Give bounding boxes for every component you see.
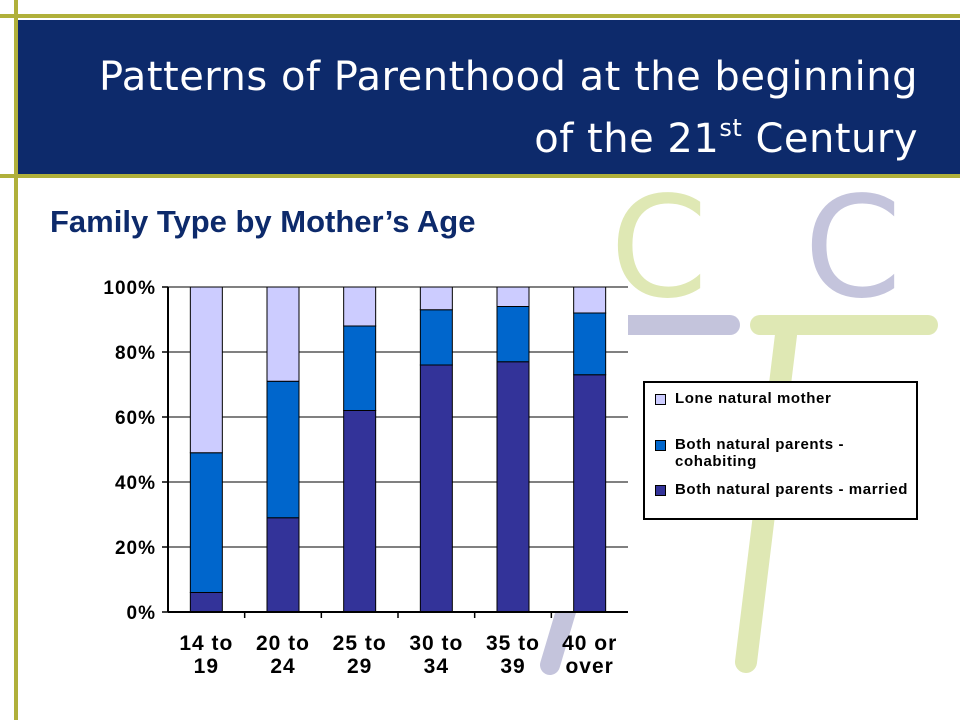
bar-segment-6-2 (573, 312, 607, 376)
bar-segment-4-1 (419, 364, 453, 613)
bar-segment-5-3 (496, 286, 530, 307)
bar-segment-4-3 (419, 286, 453, 311)
banner-rule (0, 174, 960, 178)
title-line2-end: Century (742, 116, 918, 162)
bar-segment-6-1 (573, 374, 607, 613)
title-superscript: st (719, 114, 743, 142)
bar-segment-5-2 (496, 306, 530, 363)
legend-label-lone-mother: Lone natural mother (675, 390, 832, 407)
x-tick-label: 29 (347, 655, 372, 678)
chart-legend: Lone natural mother Both natural parents… (643, 381, 918, 520)
bar-segment-2-2 (266, 380, 300, 519)
x-tick-label: 34 (424, 655, 449, 678)
slide-title-line2: of the 21st Century (38, 108, 918, 170)
x-tick-label: 35 to (486, 632, 540, 655)
y-tick-label: 20% (115, 538, 156, 559)
legend-label-married: Both natural parents - married (675, 481, 909, 498)
title-line2-text: of the 21 (534, 116, 720, 162)
bar-segment-1-1 (189, 592, 223, 613)
x-tick-label: 30 to (409, 632, 463, 655)
bar-segment-1-2 (189, 452, 223, 593)
x-tick-label: 19 (194, 655, 219, 678)
bar-segment-2-3 (266, 286, 300, 382)
x-tick-label: 39 (500, 655, 525, 678)
legend-swatch-cohabiting (655, 440, 666, 451)
x-tick-label: 24 (270, 655, 295, 678)
title-banner (18, 20, 960, 174)
bar-segment-5-1 (496, 361, 530, 613)
bar-segment-6-3 (573, 286, 607, 314)
chart-subtitle: Family Type by Mother’s Age (50, 204, 476, 239)
x-tick-label: 14 to (179, 632, 233, 655)
slide-title: Patterns of Parenthood at the beginning … (38, 46, 918, 170)
top-rule (0, 14, 960, 18)
x-tick-label: 20 to (256, 632, 310, 655)
bar-segment-4-2 (419, 309, 453, 366)
legend-swatch-lone-mother (655, 394, 666, 405)
bar-segment-1-3 (189, 286, 223, 454)
y-tick-label: 80% (115, 343, 156, 364)
x-tick-label: 25 to (333, 632, 387, 655)
y-tick-label: 100% (103, 278, 156, 299)
slide-title-line1: Patterns of Parenthood at the beginning (98, 54, 918, 100)
left-rule (14, 0, 18, 720)
legend-swatch-married (655, 485, 666, 496)
bar-segment-3-1 (343, 410, 377, 613)
legend-item-married: Both natural parents - married (655, 481, 915, 498)
y-tick-label: 40% (115, 473, 156, 494)
plot-area (168, 287, 628, 612)
y-tick-label: 0% (127, 603, 156, 624)
legend-item-cohabiting: Both natural parents - cohabiting (655, 436, 915, 470)
bar-segment-3-3 (343, 286, 377, 327)
bar-segment-2-1 (266, 517, 300, 613)
x-tick-label: 40 or (562, 632, 617, 655)
x-tick-label: over (565, 655, 613, 678)
logo-letter-c2: C (804, 180, 902, 330)
legend-item-lone-mother: Lone natural mother (655, 390, 915, 407)
bar-segment-3-2 (343, 325, 377, 411)
y-tick-label: 60% (115, 408, 156, 429)
legend-label-cohabiting: Both natural parents - cohabiting (675, 436, 845, 470)
